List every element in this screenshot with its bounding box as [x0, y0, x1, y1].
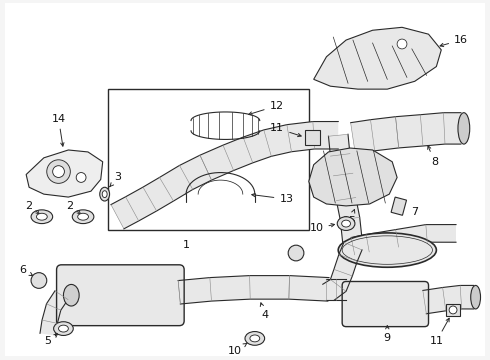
Ellipse shape — [245, 332, 265, 345]
Polygon shape — [178, 276, 329, 304]
FancyBboxPatch shape — [342, 282, 429, 327]
Circle shape — [47, 160, 71, 183]
Ellipse shape — [458, 113, 470, 144]
Ellipse shape — [338, 233, 437, 267]
Polygon shape — [351, 113, 461, 154]
Text: 1: 1 — [183, 240, 190, 250]
Ellipse shape — [73, 210, 94, 224]
Text: 14: 14 — [51, 113, 66, 146]
Text: 3: 3 — [110, 172, 122, 187]
Polygon shape — [26, 150, 103, 197]
Text: 13: 13 — [252, 193, 294, 204]
Ellipse shape — [63, 284, 79, 306]
Polygon shape — [323, 242, 362, 300]
Circle shape — [76, 172, 86, 183]
Text: 11: 11 — [429, 318, 449, 346]
Polygon shape — [328, 134, 363, 247]
Ellipse shape — [337, 217, 355, 230]
Circle shape — [397, 39, 407, 49]
Circle shape — [449, 306, 457, 314]
Text: 2: 2 — [25, 201, 33, 211]
Ellipse shape — [31, 210, 52, 224]
Ellipse shape — [36, 213, 47, 220]
Polygon shape — [351, 225, 456, 255]
Text: 7: 7 — [411, 207, 418, 217]
Text: 12: 12 — [249, 101, 284, 115]
Text: 16: 16 — [440, 35, 468, 46]
Ellipse shape — [100, 187, 110, 201]
Ellipse shape — [78, 213, 89, 220]
Text: 2: 2 — [66, 201, 73, 211]
Ellipse shape — [471, 285, 481, 309]
Text: 10: 10 — [228, 343, 247, 356]
Circle shape — [31, 273, 47, 288]
Polygon shape — [423, 285, 474, 314]
Bar — [446, 304, 460, 316]
Polygon shape — [314, 27, 441, 89]
Polygon shape — [326, 279, 346, 300]
Text: 6: 6 — [19, 265, 33, 276]
Bar — [391, 197, 407, 215]
Ellipse shape — [102, 191, 107, 198]
Circle shape — [52, 166, 64, 177]
Bar — [108, 89, 309, 230]
Text: 10: 10 — [310, 224, 335, 234]
Polygon shape — [40, 291, 68, 336]
Text: 8: 8 — [428, 146, 438, 167]
Polygon shape — [309, 148, 397, 206]
Text: 4: 4 — [260, 303, 268, 320]
Bar — [305, 130, 319, 145]
Text: 9: 9 — [384, 325, 391, 343]
Ellipse shape — [250, 335, 260, 342]
Ellipse shape — [342, 220, 350, 227]
Circle shape — [288, 245, 304, 261]
Text: 11: 11 — [270, 123, 301, 137]
Polygon shape — [111, 122, 338, 229]
Text: 5: 5 — [45, 334, 57, 346]
FancyBboxPatch shape — [56, 265, 184, 326]
Ellipse shape — [53, 322, 74, 336]
Ellipse shape — [58, 325, 68, 332]
Text: 15: 15 — [343, 210, 357, 226]
